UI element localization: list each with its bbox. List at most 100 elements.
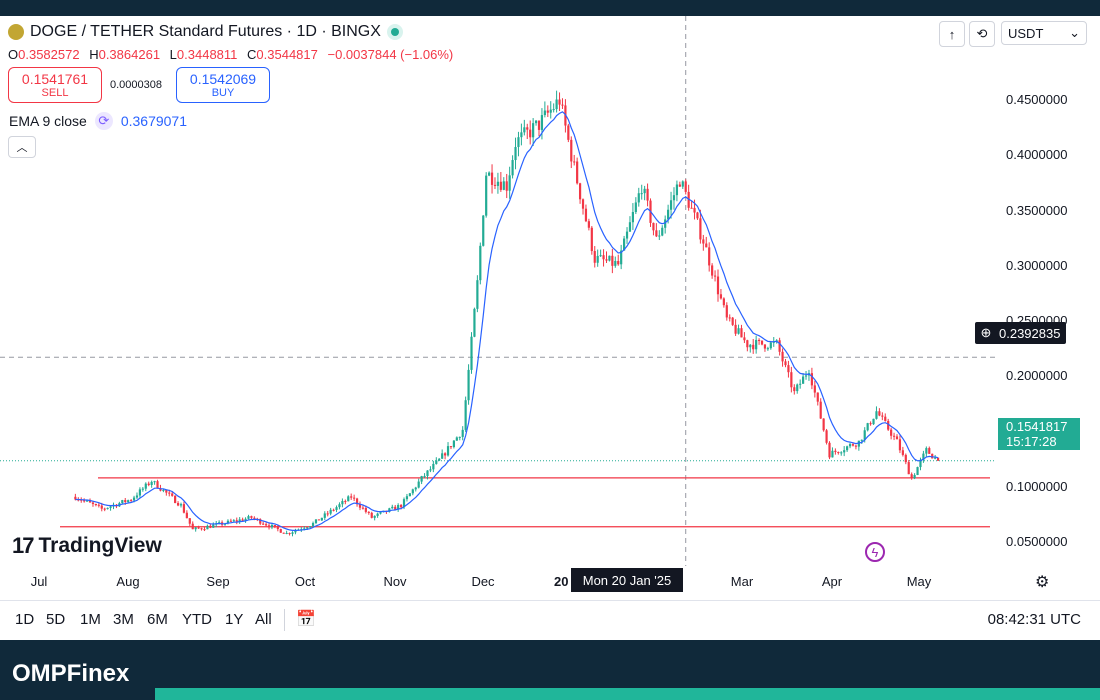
candle-body: [232, 520, 235, 522]
candle-body: [526, 127, 529, 130]
candle-body: [449, 446, 453, 448]
candle-body: [892, 435, 896, 437]
candle-body: [109, 506, 112, 508]
currency-select[interactable]: USDT ⌄: [1001, 21, 1087, 45]
add-alert-icon[interactable]: ⊕: [980, 325, 992, 340]
candle-body: [514, 147, 517, 161]
candle-body: [608, 255, 611, 261]
x-tick-label: Mar: [730, 574, 754, 589]
candle-body: [628, 222, 632, 232]
timeframe-button[interactable]: 1D: [15, 611, 35, 628]
candle-body: [455, 437, 458, 441]
compare-icon[interactable]: ⟲: [969, 21, 995, 47]
candle-body: [259, 519, 262, 524]
candle-body: [405, 496, 409, 500]
candle-body: [267, 525, 271, 528]
market-status-dot-icon: [386, 24, 403, 40]
symbol-title: DOGE / TETHER Standard Futures · 1D · BI…: [30, 23, 381, 40]
candle-body: [168, 492, 171, 494]
arrow-up-icon[interactable]: ↑: [939, 21, 965, 47]
timeframe-button[interactable]: 6M: [147, 611, 168, 628]
refresh-icon[interactable]: ⟳: [94, 112, 113, 130]
candle-body: [511, 160, 514, 176]
candle-body: [549, 109, 552, 113]
candle-body: [699, 218, 702, 240]
candle-body: [546, 110, 549, 113]
candle-body: [884, 416, 887, 421]
tradingview-logo-text: TradingView: [38, 534, 162, 557]
collapse-legend-button[interactable]: ︿: [8, 136, 36, 158]
candle-body: [652, 222, 655, 231]
calendar-range-icon[interactable]: 📅: [296, 611, 316, 628]
timeframe-button[interactable]: YTD: [182, 611, 212, 628]
candle-body: [584, 208, 588, 222]
candle-body: [810, 373, 814, 386]
brand-logo: OMPFinex: [12, 660, 130, 687]
utc-clock[interactable]: 08:42:31 UTC: [987, 611, 1081, 628]
timeframe-button[interactable]: 3M: [113, 611, 134, 628]
sell-button[interactable]: 0.1541761 SELL: [8, 67, 102, 103]
candle-body: [881, 415, 884, 417]
crosshair-price-value: 0.2392835: [999, 325, 1061, 341]
candle-body: [928, 448, 931, 454]
timeframe-button[interactable]: 1Y: [225, 611, 244, 628]
buy-button[interactable]: 0.1542069 BUY: [176, 67, 270, 103]
candle-body: [121, 500, 124, 504]
sell-price: 0.1541761: [21, 71, 89, 87]
candle-body: [825, 430, 828, 443]
candle-body: [373, 515, 376, 518]
candle-body: [757, 339, 761, 341]
candle-body: [573, 161, 576, 163]
ema-value: 0.3679071: [120, 113, 188, 129]
close-label: C: [247, 47, 257, 62]
candle-body: [690, 207, 693, 209]
candle-body: [303, 528, 306, 530]
candle-body: [822, 418, 825, 431]
candle-body: [740, 328, 743, 338]
candle-body: [218, 522, 221, 524]
lightning-icon[interactable]: ϟ: [865, 542, 885, 562]
symbol-header[interactable]: DOGE / TETHER Standard Futures · 1D · BI…: [8, 23, 403, 41]
buy-price: 0.1542069: [189, 71, 257, 87]
candle-body: [655, 230, 658, 237]
candle-body: [895, 436, 899, 440]
bar-countdown: 15:17:28: [1006, 434, 1057, 449]
candle-body: [936, 457, 940, 461]
settings-icon[interactable]: ⚙: [1035, 574, 1050, 591]
timeframe-button[interactable]: 5D: [46, 611, 66, 628]
candle-body: [273, 525, 277, 527]
candle-body: [828, 442, 831, 458]
candle-body: [570, 139, 573, 162]
candle-body: [716, 276, 720, 295]
candle-body: [182, 504, 186, 513]
candle-body: [414, 487, 417, 490]
tradingview-logo[interactable]: 17 TradingView: [12, 533, 162, 559]
candle-body: [473, 308, 476, 337]
price-chart[interactable]: [0, 16, 1100, 600]
crosshair-price-label[interactable]: ⊕ 0.2392835: [975, 322, 1067, 344]
y-tick-label: 0.1000000: [1006, 479, 1068, 494]
candle-body: [523, 127, 526, 133]
timeframe-button[interactable]: All: [255, 611, 272, 628]
candle-body: [846, 446, 849, 451]
candle-body: [517, 137, 520, 148]
candle-body: [737, 328, 740, 334]
candle-body: [749, 344, 752, 348]
candle-body: [241, 519, 244, 521]
candle-body: [203, 529, 206, 531]
candle-body: [443, 453, 447, 456]
y-tick-label: 0.4500000: [1006, 92, 1068, 107]
ema-indicator-legend[interactable]: EMA 9 close ⟳ 0.3679071: [9, 112, 187, 130]
candle-body: [432, 463, 435, 470]
candle-body: [411, 489, 414, 494]
candle-body: [347, 496, 350, 502]
candle-body: [106, 507, 109, 509]
timeframe-button[interactable]: 1M: [80, 611, 101, 628]
ema-label: EMA 9 close: [9, 113, 87, 129]
tradingview-logo-mark: 17: [12, 533, 35, 558]
open-value: 0.3582572: [18, 47, 80, 62]
candle-body: [141, 488, 144, 490]
candle-body: [490, 172, 494, 185]
candle-body: [851, 444, 855, 446]
x-tick-label: Oct: [294, 574, 316, 589]
